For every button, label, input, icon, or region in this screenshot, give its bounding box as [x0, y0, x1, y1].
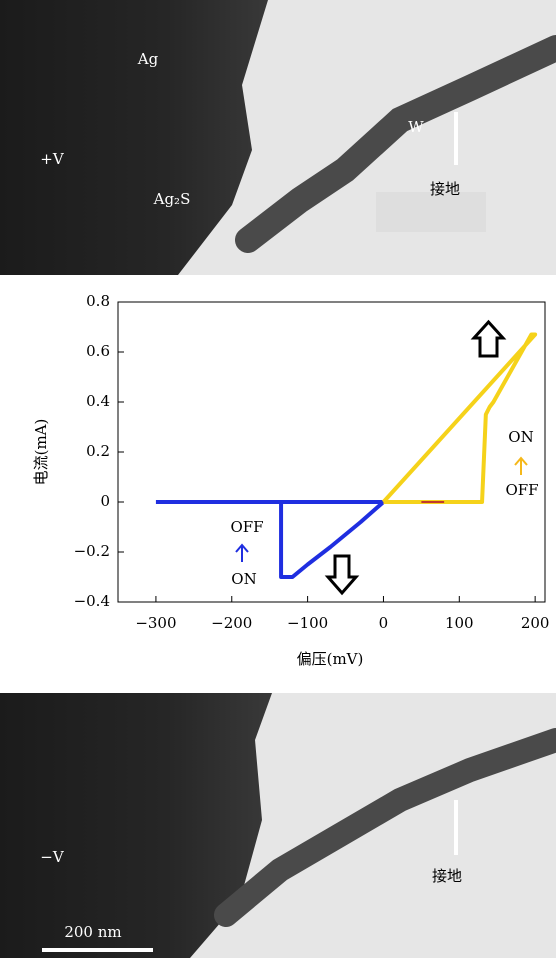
image-label: 接地 — [430, 180, 460, 198]
x-tick-label: 100 — [445, 614, 474, 632]
series-line — [383, 335, 535, 503]
image-label: +V — [40, 150, 65, 168]
bottom-image: −V 接地 200 nm — [0, 693, 556, 958]
yellow-arrow — [515, 458, 527, 475]
image-label: W — [408, 118, 424, 136]
big-arrow-down — [328, 556, 356, 593]
y-tick-label: −0.4 — [74, 592, 110, 610]
image-label: 接地 — [432, 867, 462, 885]
x-axis-title: 偏压(mV) — [297, 650, 364, 668]
top-image: Ag +V Ag₂S W 接地 — [0, 0, 556, 275]
y-tick-label: 0.8 — [86, 292, 110, 310]
y-tick-label: 0 — [100, 492, 110, 510]
x-tick-label: −100 — [287, 614, 328, 632]
label-bg — [376, 192, 486, 232]
blue-arrow — [236, 545, 248, 562]
x-tick-label: 200 — [521, 614, 550, 632]
annotation: ON — [508, 428, 533, 446]
y-tick-label: 0.2 — [86, 442, 110, 460]
page: {"top_image": {"labels": ["Ag", "+V", "A… — [0, 0, 556, 958]
annotation: OFF — [505, 481, 538, 499]
annotation: ON — [231, 570, 256, 588]
x-tick-label: 0 — [379, 614, 389, 632]
image-label: −V — [40, 848, 65, 866]
x-tick-label: −200 — [211, 614, 252, 632]
image-label: Ag₂S — [153, 190, 191, 208]
y-tick-label: 0.6 — [86, 342, 110, 360]
image-label: Ag — [137, 50, 159, 68]
annotation: OFF — [230, 518, 263, 536]
y-tick-label: −0.2 — [74, 542, 110, 560]
chart: 偏压(mV) 电流(mA) −0.4 −0.2 0 0.2 0.4 0.6 0.8 −300 −… — [32, 292, 549, 668]
x-tick-label: −300 — [135, 614, 176, 632]
y-axis-title: 电流(mA) — [32, 419, 50, 486]
scale-label: 200 nm — [64, 923, 121, 941]
big-arrow-up — [474, 322, 503, 356]
y-tick-label: 0.4 — [86, 392, 110, 410]
figure: Ag +V Ag₂S W 接地 偏压(mV) 电流(mA) −0.4 −0.2 0 0… — [0, 0, 556, 958]
